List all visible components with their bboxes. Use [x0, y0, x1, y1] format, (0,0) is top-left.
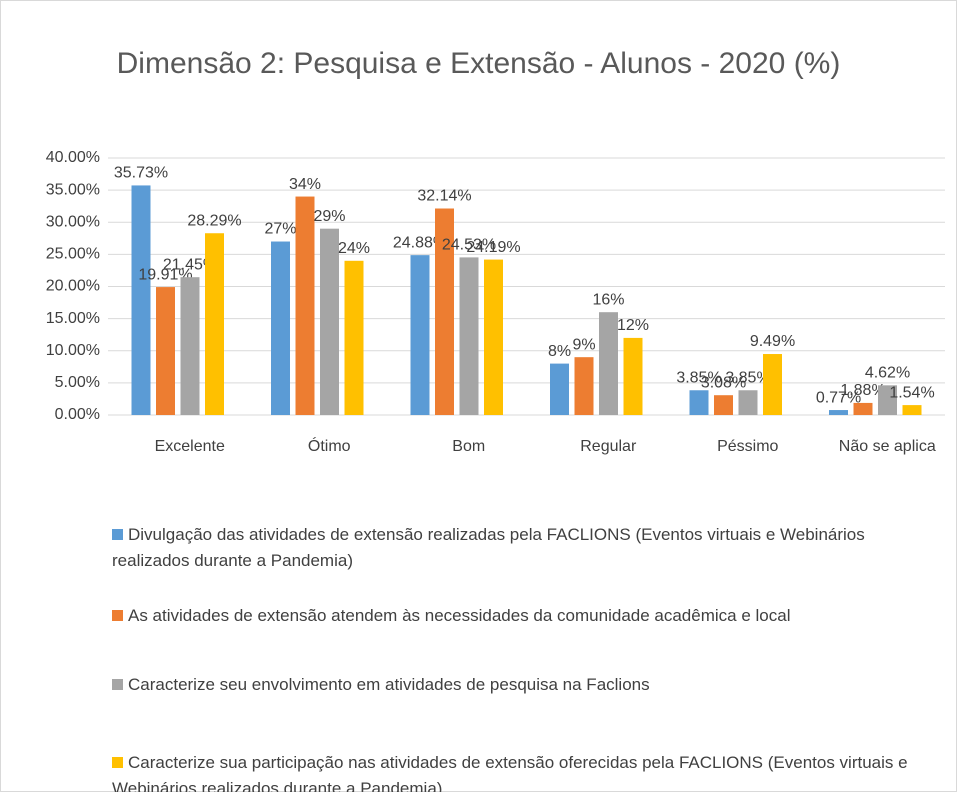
bar	[689, 390, 709, 415]
value-label: 29%	[313, 208, 345, 225]
legend-label: Caracterize sua participação nas ativida…	[112, 753, 908, 792]
bar	[295, 196, 315, 415]
value-label: 28.29%	[187, 212, 241, 229]
value-label: 35.73%	[114, 165, 168, 182]
x-tick-label: Excelente	[155, 438, 225, 455]
bar	[853, 402, 873, 415]
bar	[738, 390, 758, 415]
legend-item: Caracterize sua participação nas ativida…	[112, 750, 932, 792]
bar	[878, 385, 897, 415]
value-label: 1.54%	[889, 384, 934, 401]
bar	[550, 363, 569, 415]
y-tick-label: 35.00%	[46, 181, 100, 198]
x-tick-label: Não se aplica	[839, 438, 936, 455]
bar	[435, 208, 454, 415]
value-label: 0.77%	[816, 389, 861, 406]
x-tick-label: Ótimo	[308, 436, 351, 455]
value-label: 24%	[338, 240, 370, 257]
value-label: 16%	[592, 291, 624, 308]
bar	[623, 337, 643, 415]
bar	[344, 260, 364, 415]
bar	[829, 410, 848, 415]
x-tick-label: Péssimo	[717, 438, 778, 455]
value-label: 24.88%	[393, 234, 447, 251]
value-label: 4.62%	[865, 365, 910, 382]
value-label: 27%	[264, 221, 296, 238]
bar	[205, 233, 224, 415]
value-label: 3.85%	[725, 369, 770, 386]
chart-title: Dimensão 2: Pesquisa e Extensão - Alunos…	[116, 47, 841, 80]
value-label: 19.91%	[138, 266, 192, 283]
value-label: 9%	[572, 336, 595, 353]
legend-item: As atividades de extensão atendem às nec…	[112, 603, 932, 629]
y-tick-label: 15.00%	[46, 310, 100, 327]
bar	[763, 354, 782, 415]
value-label: 9.49%	[750, 333, 795, 350]
value-label: 21.45%	[163, 256, 217, 273]
bar	[459, 257, 479, 415]
y-tick-label: 30.00%	[46, 213, 100, 230]
bar	[574, 357, 594, 415]
y-tick-label: 5.00%	[55, 374, 100, 391]
y-tick-label: 10.00%	[46, 342, 100, 359]
legend-item: Caracterize seu envolvimento em atividad…	[112, 672, 932, 698]
legend-label: Divulgação das atividades de extensão re…	[112, 525, 865, 570]
x-tick-label: Regular	[580, 438, 637, 455]
x-tick-label: Bom	[452, 438, 485, 455]
legend-swatch	[112, 757, 123, 768]
y-tick-label: 20.00%	[46, 278, 100, 295]
value-label: 1.88%	[840, 382, 885, 399]
bar	[180, 277, 200, 415]
legend-swatch	[112, 679, 123, 690]
bar	[271, 241, 290, 415]
bar	[714, 395, 733, 415]
value-label: 24.53%	[442, 237, 496, 254]
y-tick-label: 40.00%	[46, 149, 100, 166]
bar	[410, 255, 430, 415]
legend-label: Caracterize seu envolvimento em atividad…	[128, 675, 650, 694]
bar	[902, 405, 922, 415]
legend-swatch	[112, 610, 123, 621]
legend-swatch	[112, 529, 123, 540]
legend-label: As atividades de extensão atendem às nec…	[128, 606, 791, 625]
value-label: 3.08%	[701, 374, 746, 391]
y-tick-label: 25.00%	[46, 246, 100, 263]
value-label: 3.85%	[676, 369, 721, 386]
bar	[599, 312, 618, 415]
bar	[320, 228, 339, 415]
value-label: 24.19%	[466, 239, 520, 256]
value-label: 32.14%	[417, 188, 471, 205]
bar	[156, 287, 175, 415]
bar	[484, 259, 503, 415]
value-label: 34%	[289, 176, 321, 193]
value-label: 12%	[617, 317, 649, 334]
bar	[131, 185, 151, 415]
y-tick-label: 0.00%	[55, 406, 100, 423]
legend-item: Divulgação das atividades de extensão re…	[112, 522, 932, 574]
value-label: 8%	[548, 343, 571, 360]
